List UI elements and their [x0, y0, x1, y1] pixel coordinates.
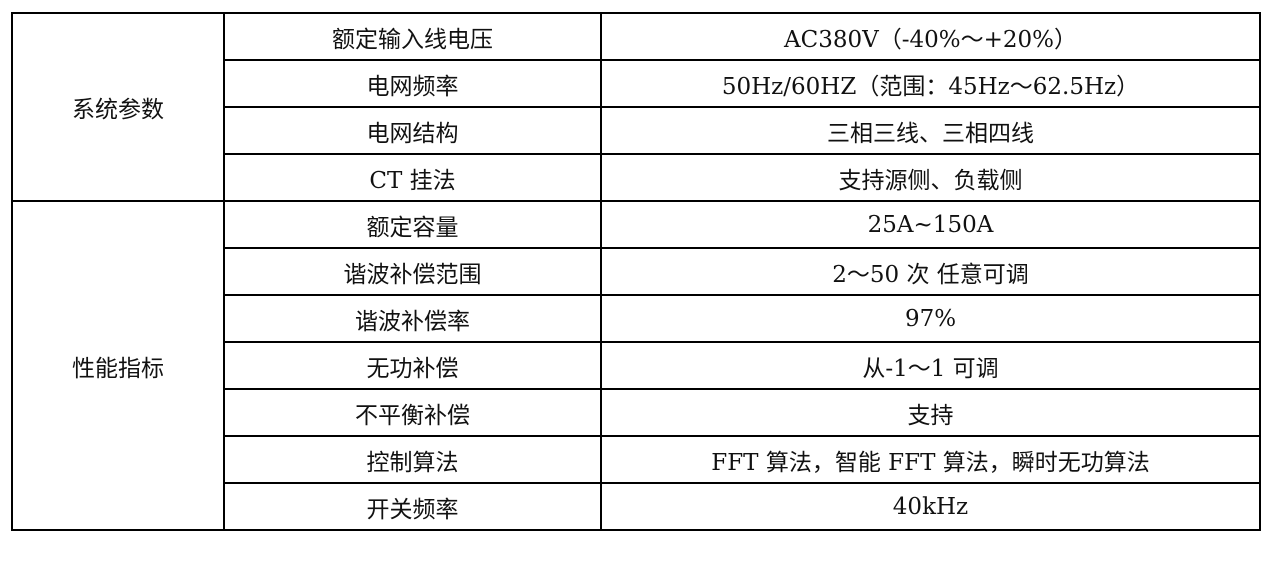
param-value: FFT 算法，智能 FFT 算法，瞬时无功算法	[600, 435, 1261, 484]
param-value: 97%	[600, 294, 1261, 343]
param-name: 额定容量	[223, 200, 602, 249]
table-row: CT 挂法 支持源侧、负载侧	[12, 153, 1261, 202]
param-name: 电网结构	[223, 106, 602, 155]
table-row: 控制算法 FFT 算法，智能 FFT 算法，瞬时无功算法	[12, 435, 1261, 484]
param-name: 谐波补偿率	[223, 294, 602, 343]
param-value: 25A~150A	[600, 200, 1261, 249]
param-name: 不平衡补偿	[223, 388, 602, 437]
table-row: 系统参数 额定输入线电压 AC380V（-40%～+20%）	[11, 12, 1261, 202]
table-row: 谐波补偿范围 2～50 次 任意可调	[12, 247, 1261, 296]
param-name: 无功补偿	[223, 341, 602, 390]
group-label: 性能指标	[11, 200, 225, 531]
table-row: 电网结构 三相三线、三相四线	[12, 106, 1261, 155]
param-name: 控制算法	[223, 435, 602, 484]
param-value: AC380V（-40%～+20%）	[600, 12, 1261, 61]
param-value: 40kHz	[600, 482, 1261, 531]
table-row: 电网频率 50Hz/60HZ（范围：45Hz～62.5Hz）	[12, 59, 1261, 108]
param-name: 电网频率	[223, 59, 602, 108]
param-value: 50Hz/60HZ（范围：45Hz～62.5Hz）	[600, 59, 1261, 108]
param-name: 谐波补偿范围	[223, 247, 602, 296]
param-name: CT 挂法	[223, 153, 602, 202]
spec-table: 系统参数 额定输入线电压 AC380V（-40%～+20%） 电网频率 50Hz/60H…	[11, 12, 1261, 531]
table-row: 不平衡补偿 支持	[12, 388, 1261, 437]
table-row: 谐波补偿率 97%	[12, 294, 1261, 343]
param-value: 从-1～1 可调	[600, 341, 1261, 390]
table-row: 开关频率 40kHz	[12, 482, 1261, 531]
param-value: 三相三线、三相四线	[600, 106, 1261, 155]
param-name: 额定输入线电压	[223, 12, 602, 61]
group-label: 系统参数	[11, 12, 225, 202]
param-value: 支持源侧、负载侧	[600, 153, 1261, 202]
param-value: 支持	[600, 388, 1261, 437]
param-name: 开关频率	[223, 482, 602, 531]
table-row: 性能指标 额定容量 25A~150A	[11, 200, 1261, 531]
param-value: 2～50 次 任意可调	[600, 247, 1261, 296]
table-row: 无功补偿 从-1～1 可调	[12, 341, 1261, 390]
